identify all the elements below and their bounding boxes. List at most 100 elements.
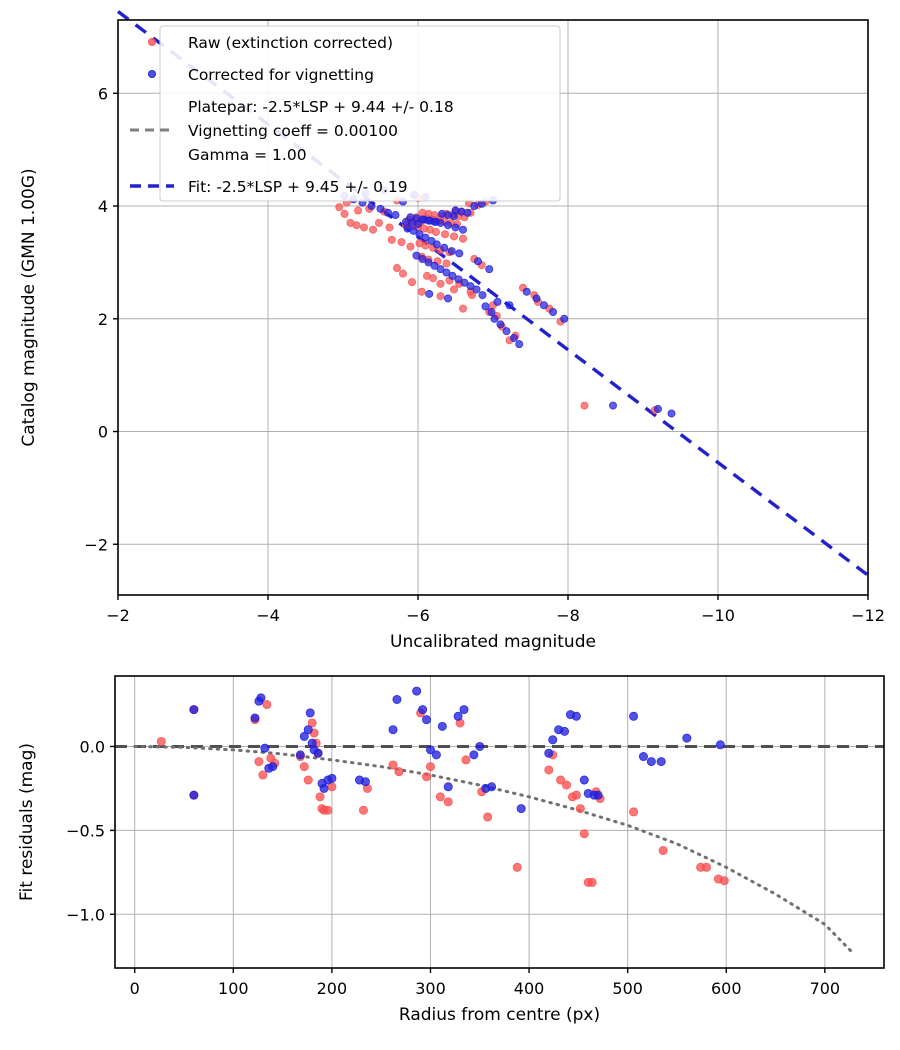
data-point — [580, 401, 589, 410]
data-point — [646, 757, 656, 767]
data-point — [453, 711, 463, 721]
data-point — [256, 693, 266, 703]
legend-label-raw: Raw (extinction corrected) — [188, 34, 393, 52]
data-point — [412, 686, 422, 696]
data-point — [448, 271, 457, 280]
data-point — [509, 333, 518, 342]
data-point — [425, 745, 435, 755]
data-point — [515, 340, 524, 349]
data-point — [388, 760, 398, 770]
data-point — [440, 230, 449, 239]
legend-label-platepar-1: Platepar: -2.5*LSP + 9.44 +/- 0.18 — [188, 98, 454, 116]
data-point — [419, 215, 428, 224]
data-point — [313, 748, 323, 758]
x-tick-label: 300 — [415, 979, 446, 998]
data-point — [258, 770, 268, 780]
data-point — [303, 775, 313, 785]
data-point — [629, 711, 639, 721]
data-point — [579, 829, 589, 839]
data-point — [556, 775, 566, 785]
data-point — [638, 752, 648, 762]
data-point — [629, 807, 639, 817]
data-point — [307, 718, 317, 728]
data-point — [397, 238, 406, 247]
data-point — [469, 750, 479, 760]
data-point — [262, 700, 272, 710]
data-point — [427, 236, 436, 245]
data-point — [368, 225, 377, 234]
legend-marker-raw — [147, 38, 156, 47]
data-point — [392, 694, 402, 704]
residual-series-corrected — [189, 686, 725, 814]
data-point — [385, 223, 394, 232]
data-point — [478, 291, 487, 300]
legend-label-fit: Fit: -2.5*LSP + 9.45 +/- 0.19 — [188, 178, 408, 196]
data-point — [593, 790, 603, 800]
data-point — [490, 314, 499, 323]
x-tick-label: 600 — [711, 979, 742, 998]
x-tick-label: −8 — [556, 606, 580, 625]
data-point — [493, 297, 502, 306]
data-point — [295, 750, 305, 760]
data-point — [458, 304, 467, 313]
data-point — [418, 255, 427, 264]
data-point — [461, 755, 471, 765]
y-axis-label-residuals: Fit residuals (mag) — [17, 743, 37, 901]
data-point — [654, 404, 663, 413]
x-tick-label: −12 — [851, 606, 885, 625]
data-point — [544, 748, 554, 758]
data-point — [487, 308, 496, 317]
data-point — [473, 257, 482, 266]
data-point — [667, 409, 676, 418]
y-tick-label: 4 — [98, 197, 108, 216]
data-point — [512, 862, 522, 872]
x-tick-label: −2 — [106, 606, 130, 625]
data-point — [412, 251, 421, 260]
x-tick-label: 700 — [810, 979, 841, 998]
data-point — [505, 301, 514, 310]
data-point — [250, 713, 260, 723]
data-point — [327, 773, 337, 783]
data-point — [442, 259, 451, 268]
data-point — [548, 735, 558, 745]
x-tick-label: −6 — [406, 606, 430, 625]
data-point — [443, 294, 452, 303]
y-tick-label: 0 — [98, 423, 108, 442]
data-point — [254, 757, 264, 767]
data-point — [156, 736, 166, 746]
data-point — [587, 877, 597, 887]
vignetting-model-curve — [133, 744, 856, 957]
x-tick-label: 0 — [130, 979, 140, 998]
y-axis-label-calibration: Catalog magnitude (GMN 1.00G) — [19, 168, 39, 446]
data-point — [544, 765, 554, 775]
data-point — [323, 805, 333, 815]
data-point — [388, 725, 398, 735]
data-point — [425, 289, 434, 298]
data-point — [483, 812, 493, 822]
data-point — [417, 287, 426, 296]
data-point — [374, 218, 383, 227]
data-point — [319, 783, 329, 793]
x-tick-label: −4 — [256, 606, 280, 625]
data-point — [418, 705, 428, 715]
data-point — [443, 782, 453, 792]
data-point — [658, 846, 668, 856]
data-point — [394, 767, 404, 777]
data-point — [449, 232, 458, 241]
x-axis-label-residuals: Radius from centre (px) — [399, 1005, 600, 1025]
data-point — [656, 757, 666, 767]
data-point — [360, 777, 370, 787]
data-point — [358, 805, 368, 815]
data-point — [436, 279, 445, 288]
data-point — [575, 804, 585, 814]
legend-label-platepar-2: Vignetting coeff = 0.00100 — [188, 122, 398, 140]
data-point — [189, 790, 199, 800]
data-point — [437, 721, 447, 731]
y-tick-label: −2 — [84, 535, 108, 554]
data-point — [415, 230, 424, 239]
data-point — [719, 876, 729, 886]
data-point — [443, 797, 453, 807]
data-point — [303, 725, 313, 735]
data-point — [560, 726, 570, 736]
